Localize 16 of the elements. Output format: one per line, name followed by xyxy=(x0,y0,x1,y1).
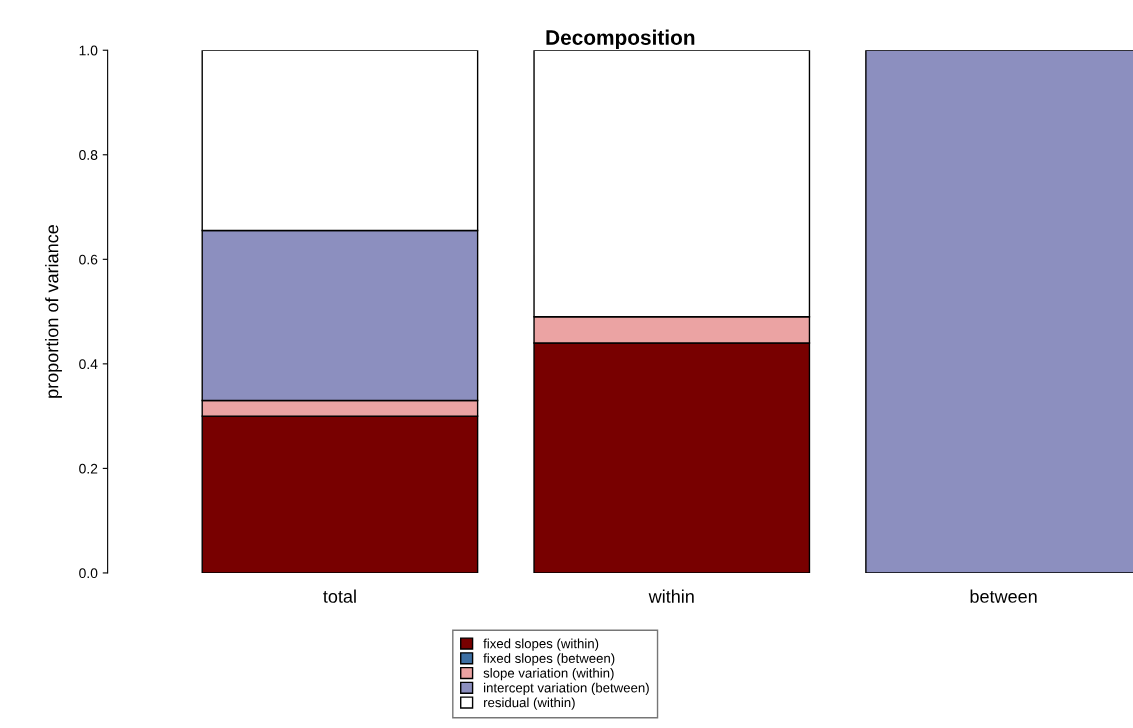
x-tick-label: total xyxy=(323,589,356,603)
y-axis-title: proportion of variance xyxy=(45,225,62,398)
legend-label: residual (within) xyxy=(484,697,575,710)
y-tick-label: 0.6 xyxy=(79,254,98,265)
legend-label: fixed slopes (between) xyxy=(483,653,615,666)
y-tick-label: 0.2 xyxy=(79,463,98,474)
y-tick-label: 0.4 xyxy=(79,359,98,370)
chart-title: Decomposition xyxy=(546,29,695,49)
x-tick-label: within xyxy=(648,589,694,603)
y-tick-label: 0.8 xyxy=(79,150,98,160)
legend-label: fixed slopes (within) xyxy=(483,638,599,651)
legend-label: slope variation (within) xyxy=(483,668,614,681)
y-tick-label: 0.0 xyxy=(79,568,98,579)
x-tick-label: between xyxy=(970,589,1037,603)
y-tick-label: 1.0 xyxy=(79,45,98,56)
legend-label: intercept variation (between) xyxy=(484,682,649,696)
